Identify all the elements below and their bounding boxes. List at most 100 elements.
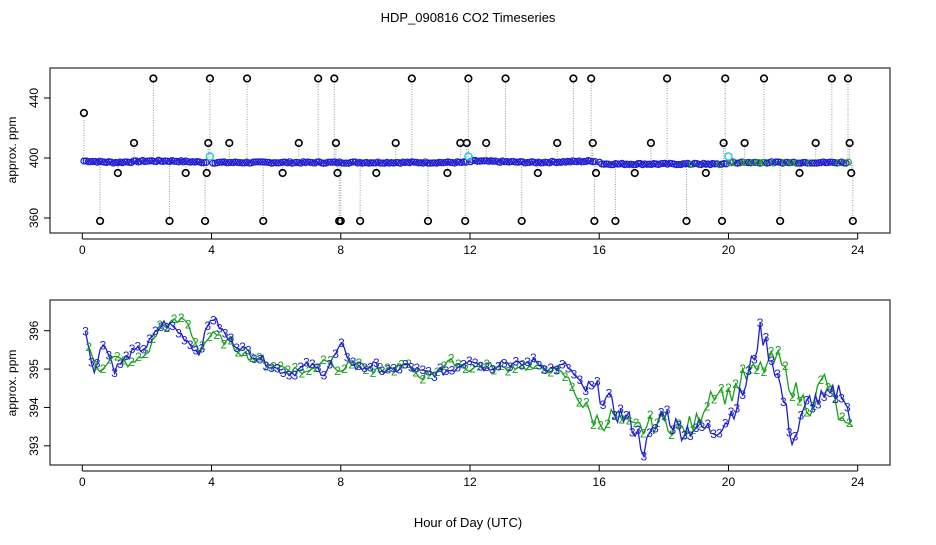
top-co2-point [437, 158, 445, 167]
top-co2-point [376, 159, 384, 167]
top-co2-point [342, 159, 350, 167]
top-outlier-point [165, 216, 174, 226]
bottom-series-3-marker: 3 [478, 360, 485, 374]
bottom-series-3-marker: 3 [728, 405, 735, 419]
bottom-series-3-marker: 3 [640, 449, 647, 463]
bottom-series-3-marker: 3 [635, 423, 642, 437]
top-co2-point [225, 158, 233, 167]
top-outlier-point [843, 74, 853, 83]
bottom-series-3-marker: 3 [704, 417, 711, 431]
bottom-series-3-marker: 3 [117, 357, 124, 371]
top-co2-point [197, 159, 206, 167]
bottom-series-3-marker: 3 [199, 341, 206, 355]
top-outlier-point [336, 216, 345, 226]
top-outlier-point [827, 74, 836, 83]
top-co2-point [799, 158, 807, 167]
bottom-series-2-marker: 2 [690, 423, 697, 437]
top-co2-point [781, 158, 789, 166]
bottom-series-3-marker: 3 [530, 351, 537, 365]
bottom-series-3-marker: 3 [297, 360, 304, 374]
bottom-series-3-marker: 3 [228, 331, 235, 345]
bottom-series-2-marker: 2 [242, 345, 249, 359]
bottom-series-2-marker: 2 [384, 361, 391, 375]
bottom-series-2-marker: 2 [313, 361, 320, 375]
bottom-series-3-marker: 3 [332, 347, 339, 361]
bottom-series-3-marker: 3 [768, 354, 775, 368]
bottom-x-tick-label: 24 [851, 475, 865, 489]
top-co2-point [523, 158, 531, 167]
bottom-series-2-marker: 2 [128, 355, 135, 369]
bottom-series-2-marker: 2 [398, 358, 405, 372]
top-outlier-point [701, 168, 710, 178]
top-co2-point [672, 161, 681, 169]
top-co2-point [87, 158, 95, 166]
bottom-series-3-marker: 3 [658, 406, 665, 420]
bottom-series-3-marker: 3 [286, 369, 293, 383]
top-outlier-point [721, 74, 730, 83]
bottom-series-2-marker: 2 [299, 367, 306, 381]
bottom-series-2-marker: 2 [284, 363, 291, 377]
bottom-series-2-marker: 2 [149, 332, 156, 346]
bottom-series-3-marker: 3 [588, 378, 595, 392]
top-co2-point [279, 158, 287, 166]
bottom-series-3-marker: 3 [315, 361, 322, 375]
top-co2-point [130, 157, 138, 165]
bottom-series-3-marker: 3 [600, 398, 607, 412]
top-panel: approx. ppm 0 4 8 12 16 20 24 360 400 440 [5, 67, 891, 257]
top-outlier-point [591, 168, 601, 178]
top-co2-point [340, 159, 348, 167]
top-x-tick-label: 8 [337, 243, 344, 257]
top-y-axis-label: approx. ppm [5, 117, 19, 184]
top-outlier-point [278, 168, 287, 178]
bottom-series-3-marker: 3 [797, 408, 804, 422]
bottom-series-3-marker: 3 [565, 361, 572, 375]
bottom-series-3-marker: 3 [693, 421, 700, 435]
bottom-series-3-marker: 3 [437, 361, 444, 375]
top-y-tick-label: 360 [27, 208, 41, 228]
bottom-series-3-marker: 3 [687, 429, 694, 443]
top-outlier-point [662, 74, 672, 83]
bottom-series-2-marker: 2 [718, 381, 725, 395]
top-co2-point [170, 157, 178, 165]
bottom-series-3-marker: 3 [169, 319, 176, 333]
top-x-tick-label: 16 [593, 243, 607, 257]
top-co2-point [810, 159, 819, 167]
top-outlier-point [811, 138, 820, 148]
bottom-series-2-marker: 2 [746, 363, 753, 377]
top-co2-point [598, 160, 606, 168]
bottom-series-2-marker: 2 [206, 330, 213, 344]
bottom-series-2-marker: 2 [619, 413, 626, 427]
bottom-series-3-marker: 3 [443, 364, 450, 378]
bottom-series-3-marker: 3 [262, 359, 269, 373]
top-outlier-point [205, 74, 215, 83]
top-outlier-point [330, 74, 339, 83]
bottom-series-3-marker: 3 [594, 375, 601, 389]
bottom-series-2-marker: 2 [533, 358, 540, 372]
bottom-series-2-marker: 2 [419, 372, 426, 386]
bottom-series-2-marker: 2 [519, 358, 526, 372]
top-outlier-point [391, 138, 400, 148]
bottom-series-2-marker: 2 [562, 370, 569, 384]
bottom-series-3-marker: 3 [577, 373, 584, 387]
bottom-series-2-marker: 2 [604, 417, 611, 431]
bottom-series-3-marker: 3 [611, 408, 618, 422]
bottom-series-3-marker: 3 [390, 362, 397, 376]
bottom-series-2-marker: 2 [498, 359, 505, 373]
top-outlier-point [294, 138, 303, 148]
bottom-series-2-marker: 2 [626, 414, 633, 428]
bottom-series-2-marker: 2 [768, 344, 775, 358]
top-co2-point [89, 157, 97, 166]
top-outlier-point [372, 168, 381, 178]
top-co2-point [426, 159, 434, 167]
bottom-series-2-marker: 2 [590, 418, 597, 432]
top-outlier-point [682, 216, 691, 226]
bottom-series-3-marker: 3 [815, 398, 822, 412]
bottom-series-3-marker: 3 [652, 422, 659, 436]
bottom-series-2-marker: 2 [455, 357, 462, 371]
bottom-y-tick-label: 394 [27, 397, 41, 417]
bottom-series-2-marker: 2 [363, 363, 370, 377]
bottom-series-2-marker: 2 [732, 377, 739, 391]
top-co2-point [392, 158, 400, 167]
bottom-series-2-line [88, 316, 854, 437]
top-co2-point [643, 160, 651, 168]
